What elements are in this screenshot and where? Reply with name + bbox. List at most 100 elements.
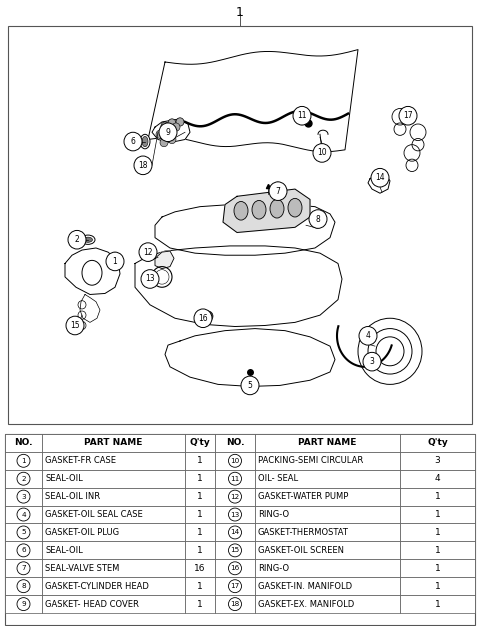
- Text: 1: 1: [434, 600, 440, 608]
- Bar: [185, 434, 215, 452]
- Bar: [185, 488, 215, 506]
- Circle shape: [66, 316, 84, 335]
- Ellipse shape: [288, 198, 302, 217]
- Bar: [255, 452, 400, 470]
- Text: 16: 16: [198, 314, 208, 323]
- Text: 13: 13: [230, 511, 240, 518]
- Text: OIL- SEAL: OIL- SEAL: [258, 475, 298, 483]
- Bar: [42, 452, 185, 470]
- Bar: [5, 434, 42, 452]
- Bar: [215, 470, 255, 488]
- Text: 14: 14: [375, 173, 385, 182]
- Bar: [215, 488, 255, 506]
- Bar: [42, 559, 185, 577]
- Bar: [400, 488, 475, 506]
- Polygon shape: [148, 49, 358, 151]
- Text: 9: 9: [21, 601, 26, 607]
- Text: Q'ty: Q'ty: [427, 438, 448, 448]
- Ellipse shape: [270, 200, 284, 218]
- Bar: [215, 595, 255, 613]
- Text: 15: 15: [230, 547, 240, 553]
- Circle shape: [17, 544, 30, 557]
- Circle shape: [172, 123, 180, 131]
- Circle shape: [160, 138, 168, 146]
- Circle shape: [156, 130, 164, 138]
- Circle shape: [161, 122, 169, 130]
- Circle shape: [164, 126, 172, 135]
- Circle shape: [124, 132, 142, 151]
- Circle shape: [159, 131, 167, 140]
- Bar: [5, 577, 42, 595]
- Polygon shape: [80, 294, 100, 322]
- Bar: [255, 577, 400, 595]
- Ellipse shape: [81, 235, 95, 244]
- Bar: [42, 470, 185, 488]
- Polygon shape: [65, 248, 120, 294]
- Text: 6: 6: [131, 137, 135, 146]
- Text: GASKET-FR CASE: GASKET-FR CASE: [45, 456, 116, 465]
- Circle shape: [134, 156, 152, 175]
- Circle shape: [17, 598, 30, 610]
- Circle shape: [309, 210, 327, 228]
- Text: 1: 1: [113, 257, 118, 266]
- Polygon shape: [368, 173, 390, 193]
- Text: 5: 5: [248, 381, 252, 390]
- Text: SEAL-VALVE STEM: SEAL-VALVE STEM: [45, 564, 120, 573]
- Text: 5: 5: [21, 530, 26, 535]
- Text: 1: 1: [197, 510, 203, 519]
- Bar: [185, 452, 215, 470]
- Text: GASKET-OIL SEAL CASE: GASKET-OIL SEAL CASE: [45, 510, 143, 519]
- Circle shape: [228, 472, 241, 485]
- Text: 16: 16: [194, 564, 206, 573]
- Text: 17: 17: [230, 583, 240, 589]
- Bar: [5, 452, 42, 470]
- Text: SEAL-OIL: SEAL-OIL: [45, 546, 83, 555]
- Text: 12: 12: [143, 248, 153, 257]
- Bar: [400, 523, 475, 541]
- Ellipse shape: [142, 136, 148, 146]
- Text: SEAL-OIL INR: SEAL-OIL INR: [45, 492, 100, 501]
- Circle shape: [167, 130, 175, 138]
- Text: 1: 1: [434, 546, 440, 555]
- Text: 2: 2: [74, 235, 79, 244]
- Text: Q'ty: Q'ty: [190, 438, 210, 448]
- Ellipse shape: [84, 237, 93, 242]
- Bar: [42, 595, 185, 613]
- Bar: [215, 434, 255, 452]
- Text: 9: 9: [166, 128, 170, 136]
- Text: 1: 1: [434, 510, 440, 519]
- Bar: [215, 506, 255, 523]
- Bar: [42, 488, 185, 506]
- Circle shape: [194, 309, 212, 327]
- Circle shape: [228, 598, 241, 610]
- Circle shape: [228, 544, 241, 557]
- Circle shape: [293, 106, 311, 125]
- Text: 10: 10: [230, 458, 240, 464]
- Bar: [185, 577, 215, 595]
- Bar: [255, 559, 400, 577]
- Circle shape: [17, 454, 30, 467]
- Text: 2: 2: [21, 476, 26, 482]
- Circle shape: [168, 119, 176, 127]
- Text: 13: 13: [145, 274, 155, 284]
- Circle shape: [139, 243, 157, 262]
- Circle shape: [17, 472, 30, 485]
- Text: GASKET- HEAD COVER: GASKET- HEAD COVER: [45, 600, 139, 608]
- Text: 1: 1: [197, 582, 203, 591]
- Circle shape: [17, 490, 30, 503]
- Bar: [255, 470, 400, 488]
- Circle shape: [359, 327, 377, 345]
- Text: 18: 18: [138, 161, 148, 170]
- Text: 3: 3: [21, 494, 26, 500]
- Circle shape: [313, 143, 331, 162]
- Bar: [255, 506, 400, 523]
- Text: 18: 18: [230, 601, 240, 607]
- Bar: [400, 434, 475, 452]
- Polygon shape: [155, 251, 174, 269]
- Bar: [215, 577, 255, 595]
- Circle shape: [228, 526, 241, 539]
- Bar: [185, 470, 215, 488]
- Bar: [255, 523, 400, 541]
- Text: 1: 1: [434, 492, 440, 501]
- Ellipse shape: [82, 260, 102, 285]
